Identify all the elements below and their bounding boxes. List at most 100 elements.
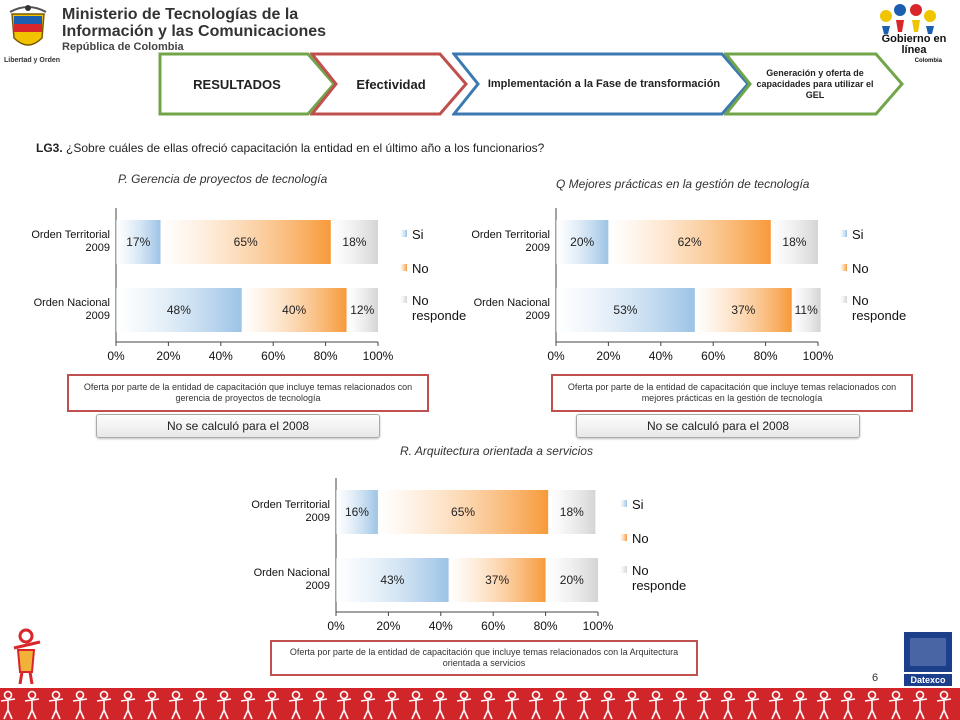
ministry-line-3: República de Colombia (62, 41, 184, 53)
bar-segment (116, 220, 161, 264)
data-label: 11% (795, 303, 818, 317)
ministry-line-2: Información y las Comunicaciones (62, 23, 327, 40)
legend-label: Si (412, 227, 424, 242)
bar-segment (694, 288, 792, 332)
data-label: 20% (570, 235, 594, 249)
bar-segment (770, 220, 818, 264)
bar-segment (556, 288, 695, 332)
x-tick-label: 20% (156, 349, 180, 363)
x-tick-label: 80% (314, 349, 338, 363)
data-label: 53% (613, 303, 637, 317)
nav-step-implementacion[interactable]: Implementación a la Fase de transformaci… (452, 52, 752, 116)
ministry-line-1: Ministerio de Tecnologías de la (62, 6, 299, 23)
legend-label: No responde (852, 293, 906, 323)
nav-step-implementacion-label: Implementación a la Fase de transformaci… (487, 77, 721, 90)
x-tick-label: 100% (583, 619, 614, 633)
bar-segment (556, 220, 609, 264)
category-label: Orden Territorial 2009 (471, 229, 550, 254)
x-tick-label: 60% (701, 349, 725, 363)
x-tick-label: 40% (649, 349, 673, 363)
seal-tagline: Libertad y Orden (4, 57, 61, 64)
legend-label: No (632, 531, 649, 546)
data-label: 65% (451, 505, 475, 519)
x-tick-label: 60% (261, 349, 285, 363)
legend-label: No responde (412, 293, 466, 323)
legend-label: Si (852, 227, 864, 242)
gel-line-1: Gobierno en línea (881, 33, 947, 56)
data-label: 65% (234, 235, 258, 249)
bar-segment (241, 288, 347, 332)
legend-swatch (620, 500, 627, 507)
x-tick-label: 80% (754, 349, 778, 363)
chart-p-not-calculated: No se calculó para el 2008 (96, 414, 380, 438)
nav-step-generacion[interactable]: Generación y oferta de capacidades para … (724, 52, 904, 116)
gobierno-en-linea-logo (880, 4, 936, 34)
nav-step-resultados-label: RESULTADOS (193, 76, 281, 92)
chart-r-note: Oferta por parte de la entidad de capaci… (270, 640, 698, 676)
chart-q-not-calculated: No se calculó para el 2008 (576, 414, 860, 438)
bar-segment (116, 288, 242, 332)
datexco-label: Datexco (910, 675, 946, 685)
category-label: Orden Territorial 2009 (251, 499, 330, 524)
data-label: 18% (560, 505, 584, 519)
data-label: 48% (167, 303, 191, 317)
legend-label: No (852, 261, 869, 276)
legend-swatch (400, 230, 407, 237)
data-label: 17% (126, 235, 150, 249)
legend-swatch (840, 264, 847, 271)
legend-swatch (400, 296, 407, 303)
bar-segment (448, 558, 546, 602)
chart-q-title: Q Mejores prácticas en la gestión de tec… (556, 177, 810, 191)
bar-segment (377, 490, 549, 534)
x-tick-label: 0% (547, 349, 565, 363)
legend-swatch (620, 566, 627, 573)
category-label: Orden Nacional 2009 (34, 297, 110, 322)
nav-step-generacion-label: Generación y oferta de capacidades para … (756, 67, 874, 100)
chart-r-title: R. Arquitectura orientada a servicios (400, 444, 593, 458)
page-number: 6 (872, 672, 879, 684)
chart-p-title: P. Gerencia de proyectos de tecnología (118, 172, 328, 186)
x-tick-label: 60% (481, 619, 505, 633)
bar-segment (545, 558, 598, 602)
legend-label: Si (632, 497, 644, 512)
x-tick-label: 40% (429, 619, 453, 633)
category-label: Orden Territorial 2009 (31, 229, 110, 254)
data-label: 62% (678, 235, 702, 249)
nav-step-resultados[interactable]: RESULTADOS (158, 52, 338, 116)
bar-segment (336, 558, 449, 602)
category-label: Orden Nacional 2009 (254, 567, 330, 592)
nav-step-efectividad-label: Efectividad (356, 76, 426, 92)
category-label: Orden Nacional 2009 (474, 297, 550, 322)
data-label: 40% (282, 303, 306, 317)
x-tick-label: 20% (596, 349, 620, 363)
datexco-logo: Datexco (904, 632, 952, 686)
bar-segment (608, 220, 771, 264)
ministry-name: Ministerio de Tecnologías de la Informac… (4, 6, 327, 64)
legend-swatch (400, 264, 407, 271)
bar-segment (330, 220, 378, 264)
question-text: LG3. ¿Sobre cuáles de ellas ofreció capa… (36, 141, 544, 155)
data-label: 12% (350, 303, 374, 317)
data-label: 18% (782, 235, 806, 249)
bar-segment (346, 288, 378, 332)
x-tick-label: 0% (107, 349, 125, 363)
x-tick-label: 100% (363, 349, 394, 363)
chart-r-svg: Orden Territorial 2009 Orden Nacional 2009 1… (251, 478, 686, 633)
question-body: ¿Sobre cuáles de ellas ofreció capacitac… (66, 141, 545, 155)
gel-line-2: Colombia (914, 58, 942, 64)
footer-band (0, 688, 960, 720)
data-label: 16% (345, 505, 369, 519)
data-label: 20% (560, 573, 584, 587)
data-label: 37% (485, 573, 509, 587)
x-tick-label: 40% (209, 349, 233, 363)
chart-p-note: Oferta por parte de la entidad de capaci… (67, 374, 429, 412)
x-tick-label: 80% (534, 619, 558, 633)
x-tick-label: 100% (803, 349, 834, 363)
data-label: 18% (342, 235, 366, 249)
bar-segment (336, 490, 378, 534)
chart-p-svg: Orden Territorial 2009 Orden Nacional 2009 1… (31, 208, 466, 363)
bar-segment (548, 490, 596, 534)
colombia-seal-icon (9, 5, 47, 46)
nav-step-efectividad[interactable]: Efectividad (310, 52, 470, 116)
x-tick-label: 20% (376, 619, 400, 633)
